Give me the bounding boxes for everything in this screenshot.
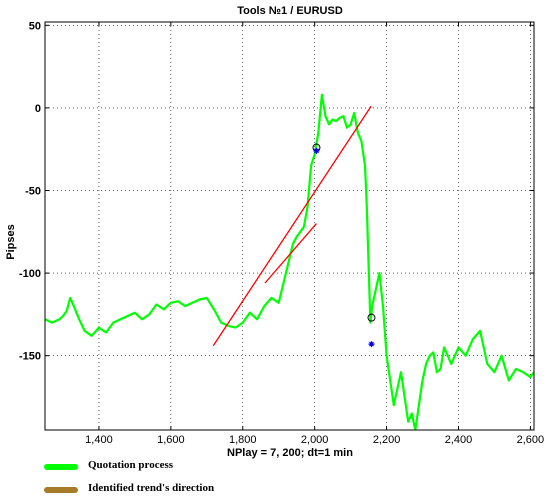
legend-label-quotation: Quotation process [88,459,174,471]
series-quotation-line [45,93,534,430]
legend-swatch-trend [44,487,78,493]
y-axis-label: Pipses [5,224,17,259]
trend-line-1 [212,105,372,347]
y-tick-label: -100 [19,268,41,280]
legend-label-trend: Identified trend's direction [88,482,215,494]
x-tick-label: 2,400 [445,434,473,446]
chart-title: Tools №1 / EURUSD [237,5,343,17]
legend-item-quotation: Quotation process [44,459,344,475]
marker-star [313,147,320,154]
y-tick-label: -150 [19,351,41,363]
x-tick-label: 2,200 [373,434,401,446]
y-tick-label: 0 [35,103,41,115]
y-tick-label: -50 [25,185,41,197]
x-tick-label: 1,400 [85,434,113,446]
y-tick-label: 50 [29,20,41,32]
legend-item-trend: Identified trend's direction [44,482,344,498]
x-tick-label: 2,000 [301,434,329,446]
legend-swatch-quotation [44,464,78,470]
marker-star [368,341,375,348]
x-axis-label: NPlay = 7, 200; dt=1 min [227,447,353,459]
x-tick-label: 1,800 [229,434,257,446]
plot-area [45,22,534,430]
x-tick-label: 2,600 [517,434,545,446]
trend-line-2 [264,223,317,284]
x-tick-label: 1,600 [157,434,185,446]
marker-circle [367,313,376,322]
plot-frame [44,21,535,431]
